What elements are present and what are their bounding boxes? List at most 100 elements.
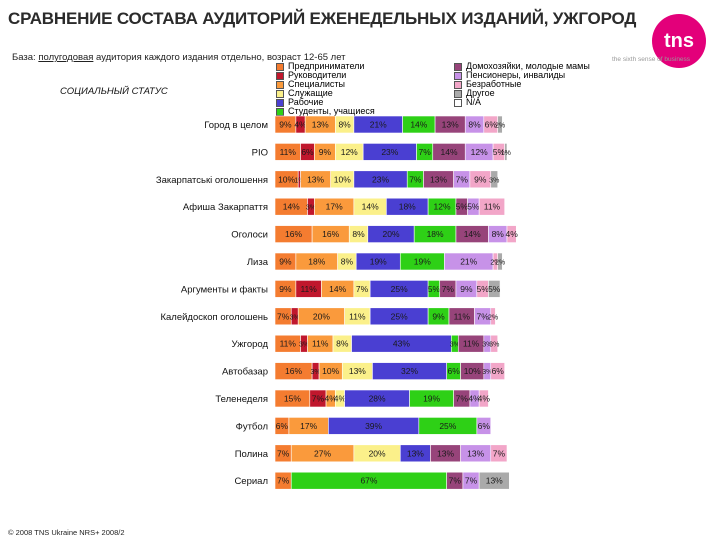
data-label: 9% xyxy=(279,257,292,267)
data-label: 3% xyxy=(290,314,300,321)
data-label: 8% xyxy=(336,339,349,349)
data-label: 18% xyxy=(308,257,325,267)
data-label: 14% xyxy=(329,284,346,294)
category-label: Город в целом xyxy=(204,120,268,131)
data-label: 11% xyxy=(454,311,471,321)
category-label: Лиза xyxy=(247,257,269,268)
data-label: 9% xyxy=(474,174,487,184)
data-label: 43% xyxy=(393,339,410,349)
bar-segment xyxy=(478,389,489,408)
data-label: 4% xyxy=(468,394,481,404)
data-label: 7% xyxy=(312,394,325,404)
legend-swatch xyxy=(276,62,284,71)
data-label: 5% xyxy=(467,202,480,212)
data-label: 8% xyxy=(468,120,481,130)
legend-label: Рабочие xyxy=(288,97,324,107)
data-label: 3% xyxy=(450,342,460,349)
data-label: 6% xyxy=(276,421,289,431)
data-label: 25% xyxy=(391,311,408,321)
data-label: 3% xyxy=(311,369,321,376)
data-label: 7% xyxy=(277,476,290,486)
legend-swatch xyxy=(276,80,284,89)
data-label: 21% xyxy=(370,120,387,130)
data-label: 7% xyxy=(442,284,455,294)
legend-swatch xyxy=(454,98,462,107)
data-label: 5% xyxy=(456,202,469,212)
data-label: 10% xyxy=(278,174,295,184)
data-label: 9% xyxy=(432,311,445,321)
bar-segment xyxy=(490,362,505,380)
legend-label: Руководители xyxy=(288,70,347,80)
data-label: 2% xyxy=(495,260,505,267)
data-label: 19% xyxy=(423,394,440,404)
legend-item: Студенты, учащиеся xyxy=(276,107,375,116)
section-title: СОЦИАЛЬНЫЙ СТАТУС xyxy=(60,86,168,97)
data-label: 7% xyxy=(476,311,489,321)
bar-segment xyxy=(504,143,508,161)
data-label: 18% xyxy=(427,229,444,239)
data-label: 19% xyxy=(414,257,431,267)
data-label: 7% xyxy=(277,311,290,321)
data-label: 5% xyxy=(428,284,441,294)
data-label: 11% xyxy=(349,311,366,321)
data-label: 21% xyxy=(460,257,477,267)
category-label: Афиша Закарпаття xyxy=(183,202,268,213)
data-label: 5% xyxy=(493,147,506,157)
base-label: База: xyxy=(12,52,36,63)
data-label: 8% xyxy=(338,120,351,130)
data-label: 11% xyxy=(484,202,501,212)
legend-swatch xyxy=(454,71,462,80)
category-label: Теленеделя xyxy=(215,394,268,405)
bar-segment xyxy=(488,280,501,298)
data-label: 7% xyxy=(356,284,369,294)
data-label: 7% xyxy=(449,476,462,486)
legend-item: Специалисты xyxy=(276,80,345,89)
data-label: 14% xyxy=(410,120,427,130)
chart-legend: Предприниматели Руководители Специалисты Сл… xyxy=(276,62,596,116)
legend-swatch xyxy=(454,80,462,89)
legend-item: Предприниматели xyxy=(276,62,364,71)
data-label: 13% xyxy=(442,120,459,130)
data-label: 8% xyxy=(352,229,365,239)
data-label: 23% xyxy=(381,147,398,157)
data-label: 14% xyxy=(440,147,457,157)
data-label: 9% xyxy=(279,120,292,130)
legend-label: Предприниматели xyxy=(288,61,365,71)
data-label: 17% xyxy=(300,421,317,431)
page-title: СРАВНЕНИЕ СОСТАВА АУДИТОРИЙ ЕЖЕНЕДЕЛЬНЫХ… xyxy=(8,9,637,28)
category-label: Аргументы и факты xyxy=(181,284,268,295)
data-label: 3% xyxy=(299,342,309,349)
data-label: 27% xyxy=(314,448,331,458)
data-label: 39% xyxy=(365,421,382,431)
data-label: 11% xyxy=(463,339,480,349)
data-label: 28% xyxy=(369,394,386,404)
legend-label: Студенты, учащиеся xyxy=(288,106,375,116)
data-label: 7% xyxy=(456,394,469,404)
data-label: 67% xyxy=(360,476,377,486)
data-label: 13% xyxy=(349,366,366,376)
base-underlined: полугодовая xyxy=(38,52,94,63)
data-label: 6% xyxy=(492,366,505,376)
logo-text: tns xyxy=(664,30,694,52)
data-label: 9% xyxy=(460,284,473,294)
data-label: 2% xyxy=(495,123,505,130)
category-label: Калейдоскоп оголошень xyxy=(160,312,268,323)
bar-segment xyxy=(476,417,492,435)
legend-label: Пенсионеры, инвалиды xyxy=(466,70,566,80)
data-label: 3% xyxy=(489,177,499,184)
legend-swatch xyxy=(454,62,462,71)
legend-label: Специалисты xyxy=(288,79,345,89)
data-label: 13% xyxy=(407,448,424,458)
legend-swatch xyxy=(276,98,284,107)
data-label: 11% xyxy=(280,339,297,349)
legend-swatch xyxy=(276,71,284,80)
legend-label: Безработные xyxy=(466,79,522,89)
data-label: 32% xyxy=(401,366,418,376)
legend-item: N/A xyxy=(454,98,481,107)
bar-segment xyxy=(490,170,499,189)
category-label: Закарпатські оголошення xyxy=(156,175,268,186)
category-label: Оголоси xyxy=(231,230,268,241)
data-label: 19% xyxy=(370,257,387,267)
bar-segment xyxy=(497,115,503,134)
